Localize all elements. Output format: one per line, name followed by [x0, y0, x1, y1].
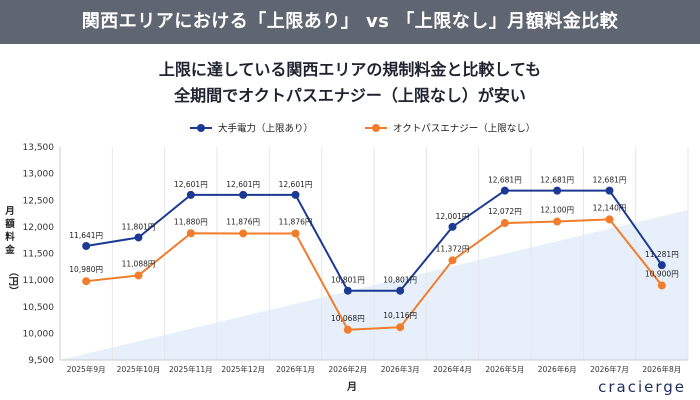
x-tick-label: 2025年11月	[169, 364, 213, 374]
data-point	[186, 190, 195, 199]
data-point	[239, 229, 248, 238]
data-point	[134, 233, 143, 242]
series-line	[86, 189, 663, 292]
x-tick-label: 2025年9月	[67, 364, 106, 374]
header-bar: 関西エリアにおける「上限あり」 vs 「上限なし」月額料金比較	[0, 0, 700, 44]
data-point	[500, 186, 509, 195]
subtitle-line-1: 上限に達している関西エリアの規制料金と比較しても	[158, 60, 542, 79]
data-label: 10,801円	[383, 276, 417, 285]
data-label: 10,801円	[331, 276, 365, 285]
data-point	[448, 222, 457, 231]
x-tick-label: 2026年3月	[381, 364, 420, 374]
data-label: 11,880円	[174, 217, 208, 226]
legend-label: オクトパスエナジー（上限なし）	[393, 123, 535, 135]
data-label: 12,681円	[593, 176, 627, 185]
x-tick-label: 2025年10月	[117, 364, 161, 374]
data-point	[657, 261, 666, 270]
y-tick-label: 9,500	[28, 356, 54, 366]
data-label: 11,088円	[122, 259, 156, 268]
data-point	[239, 190, 248, 199]
x-tick-label: 2026年2月	[328, 364, 367, 374]
data-point	[396, 286, 405, 295]
data-label: 11,372円	[436, 244, 470, 253]
y-axis-title-char: 月	[4, 206, 15, 217]
data-point	[553, 186, 562, 195]
data-point	[291, 229, 300, 238]
data-label: 12,601円	[226, 180, 260, 189]
data-point	[605, 186, 614, 195]
data-label: 12,100円	[540, 206, 574, 215]
data-label: 12,072円	[488, 207, 522, 216]
data-label: 12,681円	[540, 176, 574, 185]
y-tick-label: 12,000	[23, 223, 55, 233]
data-point	[500, 219, 509, 228]
data-point	[343, 286, 352, 295]
x-tick-label: 2026年5月	[485, 364, 524, 374]
data-label: 10,900円	[645, 269, 679, 278]
y-axis-title-char: 料	[5, 231, 15, 243]
data-label: 12,681円	[488, 176, 522, 185]
data-point	[448, 256, 457, 265]
y-tick-label: 10,000	[23, 329, 55, 339]
data-label: 10,068円	[331, 314, 365, 323]
data-point	[291, 190, 300, 199]
y-tick-label: 10,500	[23, 303, 55, 313]
data-label: 10,980円	[69, 265, 103, 274]
data-point	[134, 271, 143, 280]
data-point	[553, 217, 562, 226]
brand-logo: cracierge	[598, 378, 686, 396]
x-tick-label: 2026年8月	[642, 364, 681, 374]
y-tick-label: 12,500	[23, 196, 55, 206]
data-label: 11,281円	[645, 250, 679, 259]
data-point	[82, 241, 91, 250]
y-axis-title-char: 金	[4, 244, 15, 256]
data-point	[657, 281, 666, 290]
x-tick-label: 2026年4月	[433, 364, 472, 374]
data-label: 12,140円	[593, 203, 627, 212]
data-label: 11,876円	[279, 217, 313, 226]
y-tick-label: 11,000	[23, 276, 55, 286]
legend-label: 大手電力（上限あり）	[218, 123, 313, 135]
data-label: 12,601円	[174, 180, 208, 189]
y-tick-label: 13,000	[23, 170, 55, 180]
page-title: 関西エリアにおける「上限あり」 vs 「上限なし」月額料金比較	[81, 11, 619, 32]
y-tick-label: 13,500	[23, 143, 55, 153]
data-label: 11,801円	[122, 222, 156, 231]
series-line	[86, 218, 663, 331]
x-axis-title: 月	[346, 381, 357, 393]
x-tick-label: 2026年7月	[590, 364, 629, 374]
data-point	[396, 323, 405, 332]
legend-marker	[197, 124, 205, 132]
subtitle-line-2: 全期間でオクトパスエナジー（上限なし）が安い	[174, 86, 526, 105]
data-point	[343, 325, 352, 334]
legend-marker	[372, 124, 380, 132]
data-point	[82, 277, 91, 286]
data-label: 12,001円	[436, 212, 470, 221]
y-axis-title-char: （円）	[7, 267, 19, 296]
y-axis-title-char: 額	[4, 218, 15, 230]
data-label: 11,641円	[69, 231, 103, 240]
data-label: 12,601円	[279, 180, 313, 189]
data-label: 10,116円	[383, 311, 417, 320]
y-tick-label: 11,500	[23, 250, 55, 260]
y-axis-title: 月額料金 （円）	[4, 206, 19, 296]
data-point	[186, 229, 195, 238]
data-label: 11,876円	[226, 217, 260, 226]
x-tick-label: 2026年1月	[276, 364, 315, 374]
data-point	[605, 215, 614, 224]
x-tick-label: 2025年12月	[221, 364, 265, 374]
x-tick-label: 2026年6月	[538, 364, 577, 374]
